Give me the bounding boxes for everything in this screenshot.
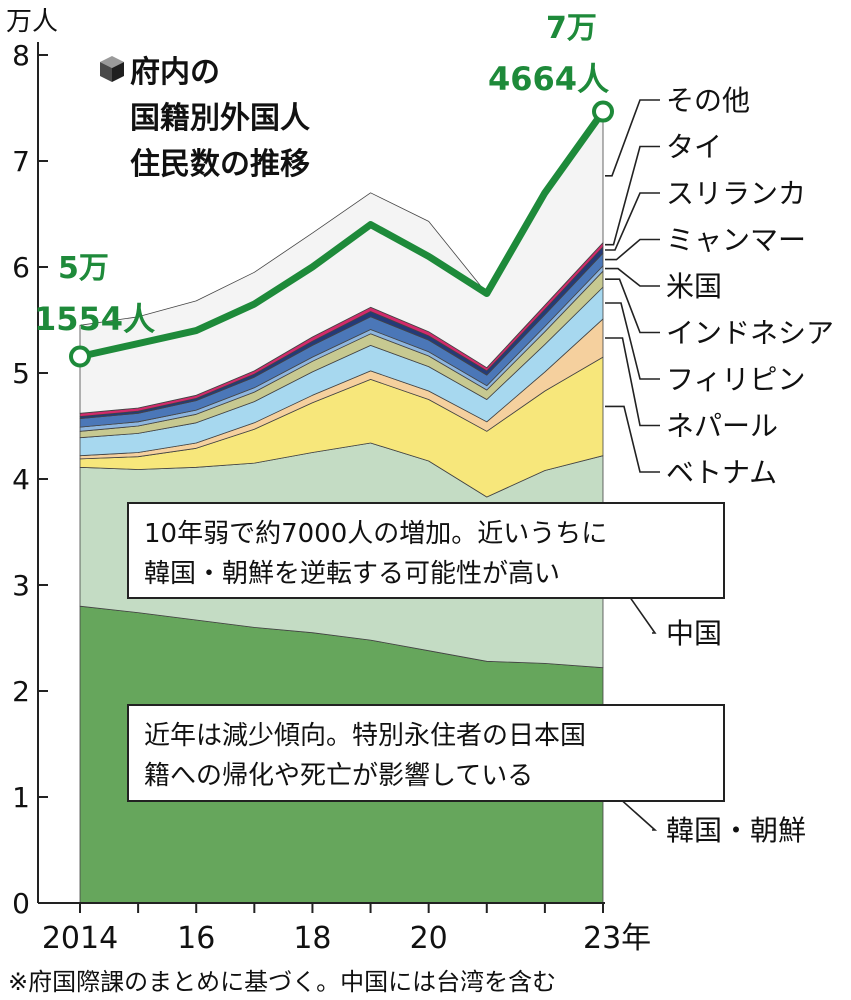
y-tick-label: 6 [12,251,30,284]
legend-label: 中国 [666,617,722,650]
y-tick-label: 7 [12,145,30,178]
total-end-marker [592,100,614,123]
legend-label: ベトナム [666,456,777,489]
legend-leader-line [605,192,660,251]
y-tick-label: 1 [12,781,30,814]
y-tick-label: 3 [12,569,30,602]
chart-title-line-2: 国籍別外国人 [130,101,310,136]
total-start-marker [69,345,91,368]
y-tick-label: 5 [12,357,30,390]
legend-label: ネパール [666,410,778,443]
end-callout-line-2: 4664人 [488,60,609,98]
axes: 0 1 2 3 4 5 6 7 8 2014 16 18 20 23年 [12,39,651,956]
chart-title-line-3: 住民数の推移 [130,147,310,182]
cube-icon [100,56,124,82]
x-tick-label: 18 [293,921,331,956]
legend-leader-line [605,267,660,287]
korea-annotation-box: 近年は減少傾向。特別永住者の日本国 籍への帰化や死亡が影響している [127,704,725,802]
x-tick-label: 2014 [42,921,118,956]
legend-label: スリランカ [666,177,806,210]
x-tick-label: 23年 [583,921,651,956]
legend-leader-line [605,302,660,380]
legend-leader-line [605,405,660,473]
china-annotation-box: 10年弱で約7000人の増加。近いうちに 韓国・朝鮮を逆転する可能性が高い [127,502,725,599]
start-callout-line-1: 5万 [58,251,109,286]
y-tick-label: 8 [12,39,30,72]
start-callout-line-2: 1554人 [34,300,155,338]
legend-label: ミャンマー [666,224,806,257]
korea-annotation-line-1: 近年は減少傾向。特別永住者の日本国 [144,721,586,751]
legend: その他タイスリランカミャンマー米国インドネシアフィリピンネパールベトナム中国韓国… [604,84,834,847]
korea-annotation-line-2: 籍への帰化や死亡が影響している [144,761,533,791]
legend-label: その他 [666,84,750,117]
y-tick-label: 2 [12,675,30,708]
legend-leader-line [605,99,660,177]
legend-label: 米国 [666,270,722,303]
footnote: ※府国際課のまとめに基づく。中国には台湾を含む [8,968,556,996]
legend-leader-line [605,337,660,427]
x-tick-label: 16 [177,921,215,956]
y-tick-label: 0 [12,887,30,920]
y-tick-label: 4 [12,463,30,496]
legend-leader-line [605,145,660,246]
total-series-line [76,108,607,360]
end-callout-line-1: 7万 [546,11,597,46]
legend-label: 韓国・朝鮮 [666,814,806,847]
legend-leader-line [605,278,660,334]
stacked-areas [79,108,604,904]
total-line-group [69,100,614,368]
x-tick-label: 20 [410,921,448,956]
legend-leader-line [605,238,660,261]
chart-title-line-1: 府内の [130,55,220,90]
legend-label: インドネシア [666,317,834,350]
legend-label: フィリピン [666,363,805,396]
china-annotation-line-1: 10年弱で約7000人の増加。近いうちに [144,519,607,549]
china-annotation-line-2: 韓国・朝鮮を逆転する可能性が高い [144,559,560,589]
legend-label: タイ [666,131,722,164]
area-11 [79,108,604,414]
y-axis-unit-label: 万人 [6,7,58,37]
